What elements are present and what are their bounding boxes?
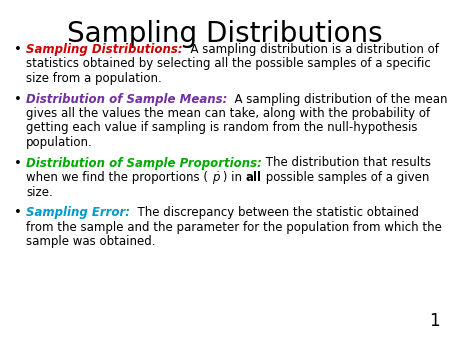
Text: all: all bbox=[246, 171, 262, 184]
Text: •: • bbox=[14, 206, 22, 219]
Text: getting each value if sampling is random from the null-hypothesis: getting each value if sampling is random… bbox=[26, 121, 418, 135]
Text: Sampling Distributions: Sampling Distributions bbox=[67, 20, 383, 48]
Text: 1: 1 bbox=[429, 312, 440, 330]
Text: possible samples of a given: possible samples of a given bbox=[262, 171, 429, 184]
Text: ) in: ) in bbox=[219, 171, 246, 184]
Text: Distribution of Sample Proportions:: Distribution of Sample Proportions: bbox=[26, 156, 262, 169]
Text: Sampling Error:: Sampling Error: bbox=[26, 206, 130, 219]
Text: Distribution of Sample Means:: Distribution of Sample Means: bbox=[26, 93, 227, 105]
Text: •: • bbox=[14, 156, 22, 169]
Text: size.: size. bbox=[26, 186, 53, 198]
Text: The discrepancy between the statistic obtained: The discrepancy between the statistic ob… bbox=[130, 206, 419, 219]
Text: population.: population. bbox=[26, 136, 93, 149]
Text: from the sample and the parameter for the population from which the: from the sample and the parameter for th… bbox=[26, 220, 442, 234]
Text: •: • bbox=[14, 43, 22, 56]
Text: A sampling distribution of the mean: A sampling distribution of the mean bbox=[227, 93, 448, 105]
Text: The distribution that results: The distribution that results bbox=[262, 156, 431, 169]
Text: gives all the values the mean can take, along with the probability of: gives all the values the mean can take, … bbox=[26, 107, 430, 120]
Text: A sampling distribution is a distribution of: A sampling distribution is a distributio… bbox=[183, 43, 438, 56]
Text: ṗ: ṗ bbox=[212, 171, 219, 184]
Text: size from a population.: size from a population. bbox=[26, 72, 162, 85]
Text: Sampling Distributions:: Sampling Distributions: bbox=[26, 43, 183, 56]
Text: •: • bbox=[14, 93, 22, 105]
Text: when we find the proportions (: when we find the proportions ( bbox=[26, 171, 212, 184]
Text: sample was obtained.: sample was obtained. bbox=[26, 235, 156, 248]
Text: statistics obtained by selecting all the possible samples of a specific: statistics obtained by selecting all the… bbox=[26, 57, 431, 71]
